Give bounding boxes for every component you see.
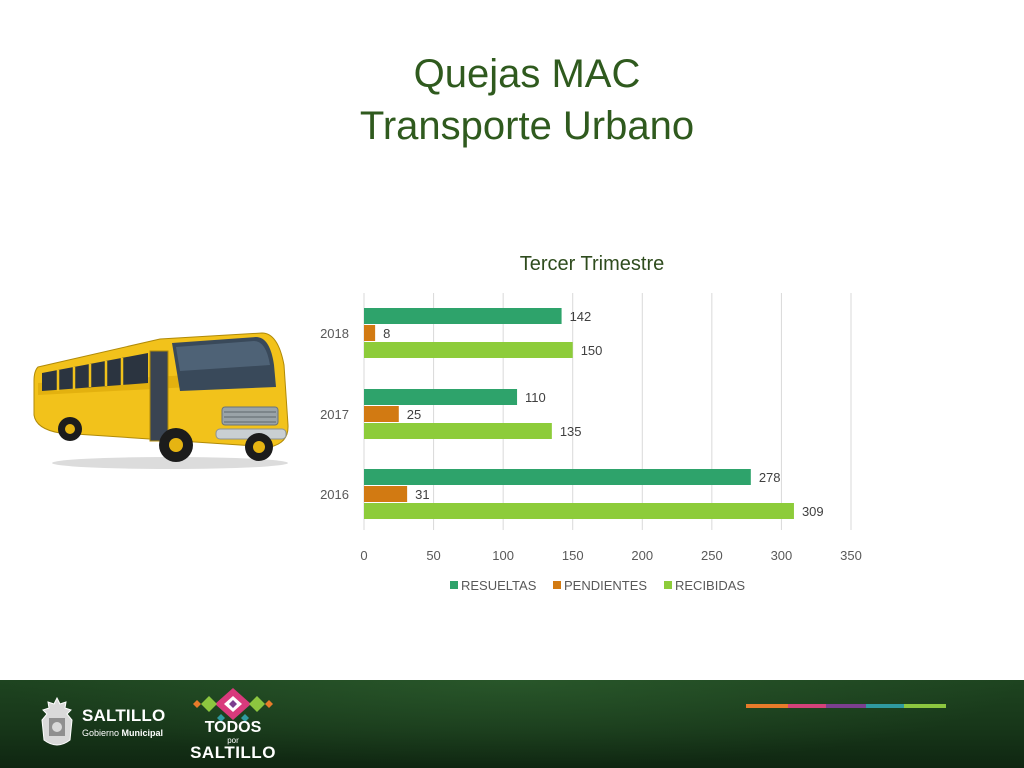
legend-label-recibidas: RECIBIDAS	[675, 578, 745, 593]
x-tick-label: 0	[360, 548, 367, 563]
data-label: 8	[383, 326, 390, 341]
footer-stripe	[788, 704, 826, 708]
footer-color-stripes	[746, 704, 946, 708]
bar-resueltas-2018	[364, 308, 562, 324]
municipal-seal-icon	[41, 696, 73, 746]
bar-recibidas-2016	[364, 503, 794, 519]
bar-chart: Tercer Trimestre 142 8 150 110 25 135 278 31 309…	[320, 253, 862, 593]
data-label: 150	[581, 343, 603, 358]
campaign-top: TODOS	[204, 719, 262, 736]
category-label: 2018	[320, 326, 349, 341]
bar-resueltas-2017	[364, 389, 518, 405]
legend-label-resueltas: RESUELTAS	[461, 578, 537, 593]
data-label: 25	[407, 407, 421, 422]
campaign-bottom: SALTILLO	[190, 743, 276, 762]
brand-subtitle-b: Municipal	[121, 728, 164, 738]
footer-stripe	[826, 704, 866, 708]
school-bus-icon	[33, 332, 289, 469]
x-tick-label: 100	[492, 548, 514, 563]
diamond-pattern-icon	[193, 688, 273, 722]
chart-bars	[364, 308, 794, 519]
brand-subtitle: Gobierno Municipal	[82, 728, 163, 738]
chart-category-labels: 2018 2017 2016	[320, 326, 349, 502]
chart-gridlines	[363, 293, 852, 530]
x-tick-label: 300	[771, 548, 793, 563]
x-tick-label: 50	[426, 548, 440, 563]
bar-recibidas-2018	[364, 342, 573, 358]
legend-swatch-recibidas	[664, 581, 672, 589]
bar-pendientes-2016	[364, 486, 408, 502]
bar-pendientes-2017	[364, 406, 399, 422]
data-label: 309	[802, 504, 824, 519]
x-tick-label: 250	[701, 548, 723, 563]
chart-tick-labels: 0 50 100 150 200 250 300 350	[360, 548, 861, 563]
data-label: 142	[570, 309, 592, 324]
footer-stripe	[866, 704, 904, 708]
chart-legend: RESUELTAS PENDIENTES RECIBIDAS	[450, 578, 745, 593]
data-label: 135	[560, 424, 582, 439]
footer-stripe	[904, 704, 946, 708]
saltillo-logo: SALTILLO Gobierno Municipal	[38, 694, 168, 754]
legend-label-pendientes: PENDIENTES	[564, 578, 647, 593]
data-label: 278	[759, 470, 781, 485]
chart-data-labels: 142 8 150 110 25 135 278 31 309	[383, 309, 824, 519]
todos-por-saltillo-logo: TODOS por SALTILLO	[188, 686, 278, 766]
category-label: 2016	[320, 487, 349, 502]
bar-recibidas-2017	[364, 423, 552, 439]
bar-pendientes-2018	[364, 325, 376, 341]
chart-title: Tercer Trimestre	[520, 253, 664, 275]
x-tick-label: 200	[631, 548, 653, 563]
footer-stripe	[746, 704, 788, 708]
title-line-1: Quejas MAC	[413, 52, 641, 96]
footer: SALTILLO Gobierno Municipal TODOS por SA…	[0, 680, 1024, 768]
legend-swatch-pendientes	[553, 581, 561, 589]
bar-resueltas-2016	[364, 469, 751, 485]
data-label: 31	[415, 487, 429, 502]
brand-name: SALTILLO	[82, 706, 166, 725]
data-label: 110	[525, 390, 546, 405]
title-line-2: Transporte Urbano	[359, 104, 695, 148]
legend-swatch-resueltas	[450, 581, 458, 589]
slide-title: Quejas MAC Transporte Urbano	[0, 48, 1024, 152]
campaign-mid: por	[227, 736, 239, 745]
x-tick-label: 350	[840, 548, 862, 563]
x-tick-label: 150	[562, 548, 584, 563]
category-label: 2017	[320, 407, 349, 422]
brand-subtitle-a: Gobierno	[82, 728, 120, 738]
